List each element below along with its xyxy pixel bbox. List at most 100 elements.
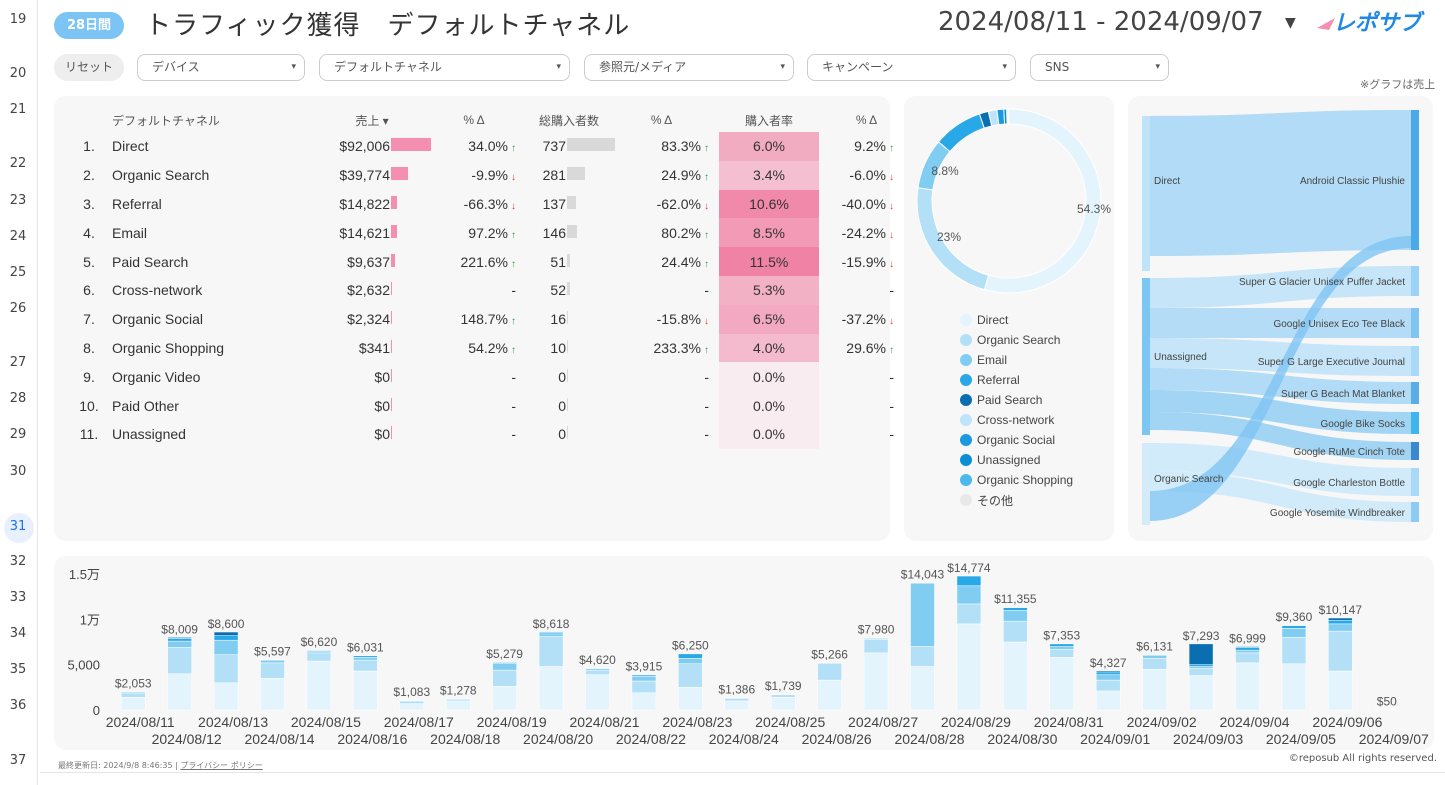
bar-segment[interactable] xyxy=(678,658,703,665)
bar-segment[interactable] xyxy=(1235,662,1260,711)
channel-name[interactable]: Organic Search xyxy=(112,167,210,184)
bar-segment[interactable] xyxy=(1281,628,1307,638)
bar-segment[interactable] xyxy=(492,661,517,664)
legend-item[interactable]: Email xyxy=(960,350,1073,370)
channel-name[interactable]: Referral xyxy=(112,195,162,212)
row-number[interactable]: 35 xyxy=(9,662,27,677)
bar-segment[interactable] xyxy=(817,662,842,664)
bar-segment[interactable] xyxy=(213,631,239,636)
bar-segment[interactable] xyxy=(260,662,285,679)
bar-segment[interactable] xyxy=(910,646,935,667)
channel-name[interactable]: Organic Video xyxy=(112,368,201,385)
bar-segment[interactable] xyxy=(492,669,517,687)
sankey-link[interactable] xyxy=(1150,412,1411,460)
bar-segment[interactable] xyxy=(956,603,982,625)
header-rate-delta[interactable]: % Δ xyxy=(855,113,878,127)
bar-segment[interactable] xyxy=(213,654,239,684)
legend-item[interactable]: Organic Search xyxy=(960,330,1073,350)
sns-filter[interactable]: SNS ▾ xyxy=(1030,54,1169,81)
row-number[interactable]: 27 xyxy=(9,355,27,370)
bar-segment[interactable] xyxy=(817,679,842,711)
bar-segment[interactable] xyxy=(538,666,564,711)
bar-segment[interactable] xyxy=(863,637,889,639)
device-filter[interactable]: デバイス ▾ xyxy=(137,54,305,81)
date-range[interactable]: 2024/08/11 - 2024/09/07 xyxy=(938,7,1264,37)
bar-segment[interactable] xyxy=(724,697,750,702)
bar-segment[interactable] xyxy=(353,655,378,657)
bar-segment[interactable] xyxy=(213,682,239,711)
bar-segment[interactable] xyxy=(120,691,146,693)
bar-segment[interactable] xyxy=(770,694,796,698)
bar-segment[interactable] xyxy=(631,676,657,682)
bar-segment[interactable] xyxy=(1188,666,1214,669)
table-row[interactable]: 5. Paid Search $9,637 221.6% ↑ 51 24.4% ↑ 11.5% -… xyxy=(66,247,914,276)
bar-segment[interactable] xyxy=(956,575,982,587)
bar-segment[interactable] xyxy=(260,678,285,711)
legend-item[interactable]: Organic Social xyxy=(960,430,1073,450)
bar-segment[interactable] xyxy=(167,637,192,639)
sankey-link[interactable] xyxy=(1150,338,1411,376)
donut-slice[interactable] xyxy=(937,113,985,153)
bar-segment[interactable] xyxy=(538,633,564,637)
row-number[interactable]: 21 xyxy=(9,102,27,117)
bar-segment[interactable] xyxy=(1188,675,1214,711)
header-purchase-rate[interactable]: 購入者率 xyxy=(744,113,793,128)
bar-segment[interactable] xyxy=(1095,690,1121,711)
bar-segment[interactable] xyxy=(213,635,239,641)
donut-slice[interactable] xyxy=(1007,108,1010,125)
legend-item[interactable]: Referral xyxy=(960,370,1073,390)
reset-button[interactable]: リセット xyxy=(54,54,124,81)
bar-segment[interactable] xyxy=(260,659,285,661)
bar-segment[interactable] xyxy=(1142,654,1167,656)
sankey-target-node[interactable] xyxy=(1411,442,1419,460)
row-number[interactable]: 19 xyxy=(9,12,27,27)
channel-name[interactable]: Organic Social xyxy=(112,311,204,328)
legend-item[interactable]: Paid Search xyxy=(960,390,1073,410)
bar-segment[interactable] xyxy=(1328,623,1353,632)
bar-segment[interactable] xyxy=(353,670,378,711)
bar-segment[interactable] xyxy=(353,659,378,672)
channel-name[interactable]: Paid Search xyxy=(112,253,189,270)
table-row[interactable]: 2. Organic Search $39,774 -9.9% ↓ 281 24.9% ↑ 3.… xyxy=(66,160,914,190)
bar-segment[interactable] xyxy=(260,659,285,664)
bar-segment[interactable] xyxy=(631,680,657,694)
sankey-source-node[interactable] xyxy=(1142,116,1150,271)
bar-segment[interactable] xyxy=(1281,624,1307,626)
bar-segment[interactable] xyxy=(167,647,192,674)
channel-name[interactable]: Cross-network xyxy=(112,282,203,299)
header-channel[interactable]: デフォルトチャネル xyxy=(112,113,220,128)
bar-segment[interactable] xyxy=(306,652,332,662)
sankey-target-node[interactable] xyxy=(1411,266,1419,296)
legend-item[interactable]: Unassigned xyxy=(960,450,1073,470)
sankey-target-node[interactable] xyxy=(1411,468,1419,496)
bar-segment[interactable] xyxy=(910,582,935,647)
bar-segment[interactable] xyxy=(1003,620,1028,643)
row-number[interactable]: 23 xyxy=(9,193,27,208)
bar-segment[interactable] xyxy=(492,663,517,671)
bar-segment[interactable] xyxy=(1095,674,1121,681)
bar-segment[interactable] xyxy=(399,700,425,704)
bar-segment[interactable] xyxy=(399,699,425,701)
bar-segment[interactable] xyxy=(631,692,657,711)
sankey-link[interactable] xyxy=(1150,236,1411,521)
bar-segment[interactable] xyxy=(956,585,982,605)
sankey-target-node[interactable] xyxy=(1411,412,1419,434)
bar-segment[interactable] xyxy=(585,667,610,669)
bar-segment[interactable] xyxy=(120,697,146,711)
source-medium-filter[interactable]: 参照元/メディア ▾ xyxy=(584,54,794,81)
bar-segment[interactable] xyxy=(120,693,146,698)
bar-segment[interactable] xyxy=(167,640,192,648)
bar-segment[interactable] xyxy=(1328,619,1353,625)
row-number[interactable]: 22 xyxy=(9,156,27,171)
table-row[interactable]: 11. Unassigned $0-0-0.0% - xyxy=(66,419,914,449)
bar-segment[interactable] xyxy=(1328,617,1353,621)
bar-segment[interactable] xyxy=(770,693,796,695)
row-number[interactable]: 26 xyxy=(9,301,27,316)
channel-name[interactable]: Email xyxy=(112,224,148,241)
bar-segment[interactable] xyxy=(585,669,610,675)
bar-segment[interactable] xyxy=(492,686,517,711)
bar-segment[interactable] xyxy=(1142,668,1167,711)
sankey-target-node[interactable] xyxy=(1411,110,1419,250)
sankey-target-node[interactable] xyxy=(1411,308,1419,338)
row-number[interactable]: 29 xyxy=(9,427,27,442)
